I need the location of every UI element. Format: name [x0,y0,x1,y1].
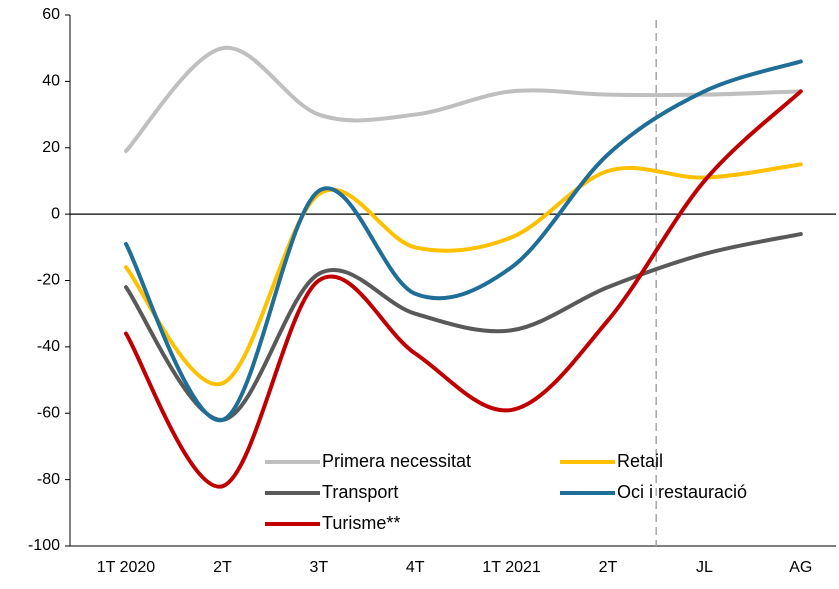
line [124,162,803,387]
x-tick-label: AG [789,559,812,576]
line [124,59,803,422]
x-tick-label: 1T 2021 [482,559,541,576]
y-tick-label: -40 [37,338,60,355]
line [124,46,803,154]
x-tick-label: 4T [406,559,425,576]
legend-label: Transport [322,482,398,502]
legend-label: Oci i restauració [617,482,747,502]
y-tick-label: 60 [42,6,60,23]
line [124,89,803,489]
y-tick-label: 20 [42,139,60,156]
legend-label: Retail [617,451,663,471]
y-tick-label: -60 [37,404,60,421]
legend-label: Primera necessitat [322,451,471,471]
y-tick-label: -100 [28,537,60,554]
y-tick-label: -20 [37,272,60,289]
x-tick-label: 1T 2020 [97,559,156,576]
x-tick-label: 3T [309,559,328,576]
x-tick-label: 2T [213,559,232,576]
legend-label: Turisme** [322,513,400,533]
y-tick-label: 0 [51,205,60,222]
y-tick-label: -80 [37,471,60,488]
x-tick-label: JL [696,559,713,576]
y-tick-label: 40 [42,73,60,90]
x-tick-label: 2T [599,559,618,576]
